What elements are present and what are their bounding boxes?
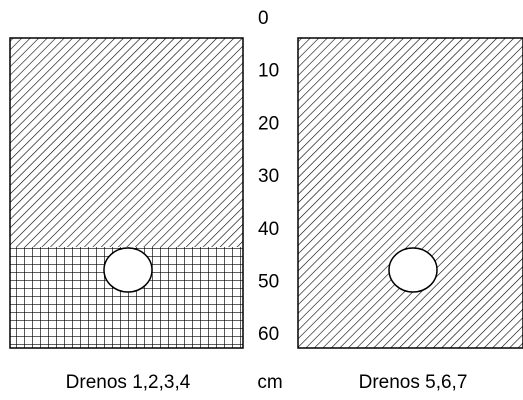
panel-label: Drenos 1,2,3,4 [66, 372, 191, 393]
panel-border [9, 37, 244, 349]
depth-label: 20 [258, 113, 279, 134]
drain-pipe [388, 247, 438, 293]
depth-label: 30 [258, 166, 279, 187]
drain-pipe [103, 247, 153, 293]
hatched-soil [10, 38, 243, 247]
panel-label: Drenos 5,6,7 [359, 372, 468, 393]
depth-label: 0 [258, 8, 269, 29]
unit-label: cm [257, 372, 282, 393]
hatched-soil [297, 37, 523, 349]
depth-label: 40 [258, 219, 279, 240]
depth-label: 50 [258, 272, 279, 293]
right-panel [297, 37, 523, 349]
left-panel [9, 37, 244, 349]
depth-label: 60 [258, 324, 279, 345]
depth-label: 10 [258, 61, 279, 82]
